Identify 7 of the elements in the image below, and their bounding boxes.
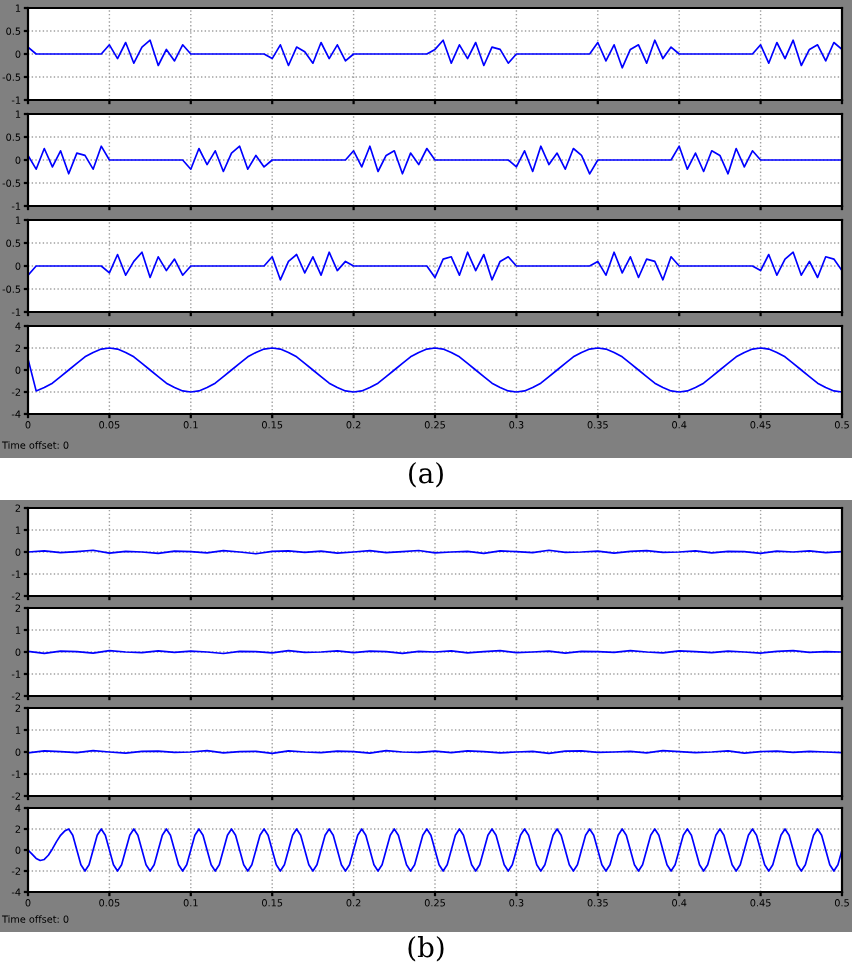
line-series: [28, 347, 842, 393]
text: (a): [409, 462, 443, 488]
line-series: [28, 251, 842, 281]
line-series: [28, 145, 842, 175]
line-series: [28, 828, 842, 872]
line-series: [28, 39, 842, 69]
text: (b): [408, 936, 444, 962]
